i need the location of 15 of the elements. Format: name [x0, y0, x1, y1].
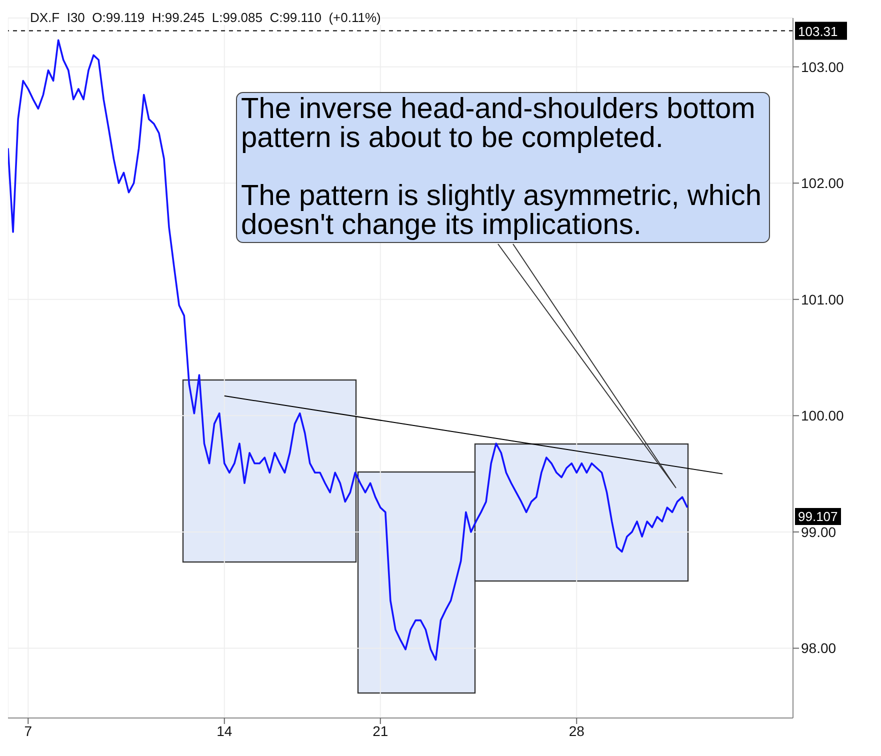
x-tick-label: 21	[372, 722, 388, 739]
ref-line-label: 103.31	[798, 24, 838, 39]
y-tick-label: 102.00	[801, 175, 844, 192]
x-tick-label: 14	[216, 722, 232, 739]
x-tick-label: 7	[24, 722, 32, 739]
chart-title: DX.F I30 O:99.119 H:99.245 L:99.085 C:99.110 (+0.11%)	[30, 10, 381, 25]
annotation: The pattern is slightly asymmetric, which doesn't change its implications.	[241, 180, 763, 241]
annotation: The inverse head-and-shoulders bottom pattern is about to be completed.	[241, 93, 756, 154]
y-tick-label: 100.00	[801, 408, 844, 424]
y-tick-label: 99.00	[801, 524, 836, 540]
x-tick-label: 28	[568, 722, 585, 739]
y-tick-label: 98.00	[801, 640, 836, 656]
y-tick-label: 103.00	[801, 58, 844, 75]
y-tick-label: 101.00	[801, 291, 844, 308]
text: 99.107	[795, 508, 841, 525]
